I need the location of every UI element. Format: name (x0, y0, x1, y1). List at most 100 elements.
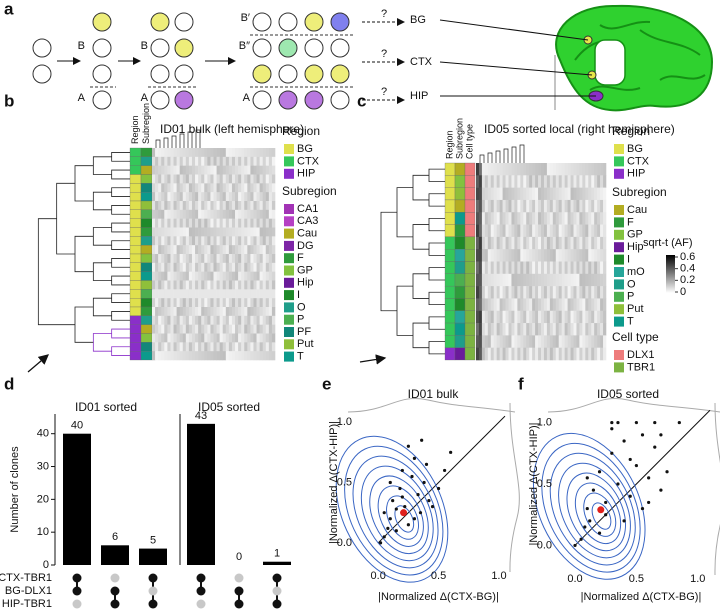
legend-swatch (284, 265, 294, 276)
heat-cell (514, 249, 518, 262)
heat-cell (271, 183, 276, 193)
heat-cell (508, 212, 512, 225)
heat-cell (259, 271, 263, 281)
cell-circle (278, 64, 298, 84)
region-strip (129, 280, 142, 290)
heat-cell (244, 307, 248, 317)
heat-cell (235, 218, 239, 228)
heat-cell (173, 148, 177, 158)
heat-cell (585, 310, 589, 324)
heat-cell (179, 262, 184, 272)
legend-label: I (297, 289, 300, 301)
heat-cell (167, 254, 171, 264)
heat-cell (204, 351, 208, 361)
heat-cell (176, 262, 180, 272)
legend-swatch (284, 144, 294, 154)
heat-cell (170, 289, 174, 299)
legend-swatch (614, 156, 624, 167)
heat-cell (543, 286, 548, 299)
heat-cell (268, 254, 273, 264)
heat-cell (529, 236, 533, 250)
heat-cell (250, 245, 254, 255)
heat-cell (173, 333, 177, 343)
density-contour (558, 462, 631, 559)
heat-cell (250, 324, 254, 334)
heat-cell (561, 187, 565, 201)
heat-cell (523, 249, 527, 262)
legend-label: HIP (627, 168, 645, 180)
heat-cell (253, 280, 257, 290)
heat-cell (164, 271, 168, 281)
heat-cell (529, 199, 533, 213)
legend-swatch (614, 242, 624, 253)
heat-cell (244, 245, 248, 255)
legend-label: CTX (297, 155, 320, 167)
heat-cell (588, 323, 592, 336)
heat-cell (253, 324, 257, 334)
heat-cell (564, 212, 568, 225)
heat-cell (173, 324, 177, 334)
subregion-strip (454, 249, 466, 262)
heat-cell (210, 271, 214, 281)
heat-cell (222, 192, 227, 202)
point (573, 543, 577, 548)
heat-cell (514, 335, 518, 348)
heat-cell (552, 249, 557, 262)
heat-cell (508, 224, 512, 238)
heat-cell (222, 209, 227, 219)
heat-cell (152, 245, 156, 255)
heat-cell (207, 245, 211, 255)
heat-cell (591, 187, 595, 201)
heat-cell (195, 227, 199, 237)
heat-cell (179, 342, 184, 352)
x-tick-label: 0.0 (371, 570, 386, 582)
heat-cell (173, 289, 177, 299)
heat-cell (225, 262, 230, 272)
heat-cell (250, 148, 254, 158)
heat-cell (529, 224, 533, 238)
heat-cell (188, 298, 193, 308)
heat-cell (481, 347, 486, 361)
heat-cell (201, 192, 205, 202)
heat-cell (228, 351, 233, 361)
heat-cell (222, 271, 227, 281)
heat-cell (219, 201, 224, 211)
heat-cell (176, 218, 180, 228)
heat-cell (167, 165, 171, 175)
heat-cell (219, 218, 224, 228)
point (382, 511, 386, 515)
heat-cell (247, 148, 251, 158)
heat-cell (594, 199, 598, 213)
heat-cell (582, 212, 586, 225)
heat-cell (508, 249, 512, 262)
heat-cell (235, 324, 239, 334)
heat-cell (256, 227, 260, 237)
heat-cell (256, 209, 260, 219)
y-tick-label: 20 (37, 493, 49, 505)
heat-cell (250, 333, 254, 343)
heat-cell (487, 212, 492, 225)
heat-cell (476, 323, 480, 336)
heat-cell (579, 187, 583, 201)
heat-cell (201, 236, 205, 246)
heat-cell (523, 273, 527, 287)
legend-title: Region (612, 124, 650, 138)
x-tick-label: 1.0 (690, 573, 705, 585)
heat-cell (241, 245, 245, 255)
point (398, 486, 402, 491)
heat-cell (499, 187, 503, 201)
dendrogram (428, 341, 445, 355)
heat-cell (508, 335, 512, 348)
heat-cell (567, 175, 571, 188)
heat-cell (241, 351, 245, 361)
heat-cell (241, 192, 245, 202)
heat-cell (591, 286, 595, 299)
heat-cell (201, 333, 205, 343)
heat-cell (476, 347, 480, 361)
heat-cell (490, 199, 495, 213)
heat-cell (532, 335, 536, 348)
heat-cell (216, 324, 220, 334)
heat-cell (561, 236, 565, 250)
heat-cell (567, 310, 571, 324)
heat-cell (603, 175, 607, 188)
